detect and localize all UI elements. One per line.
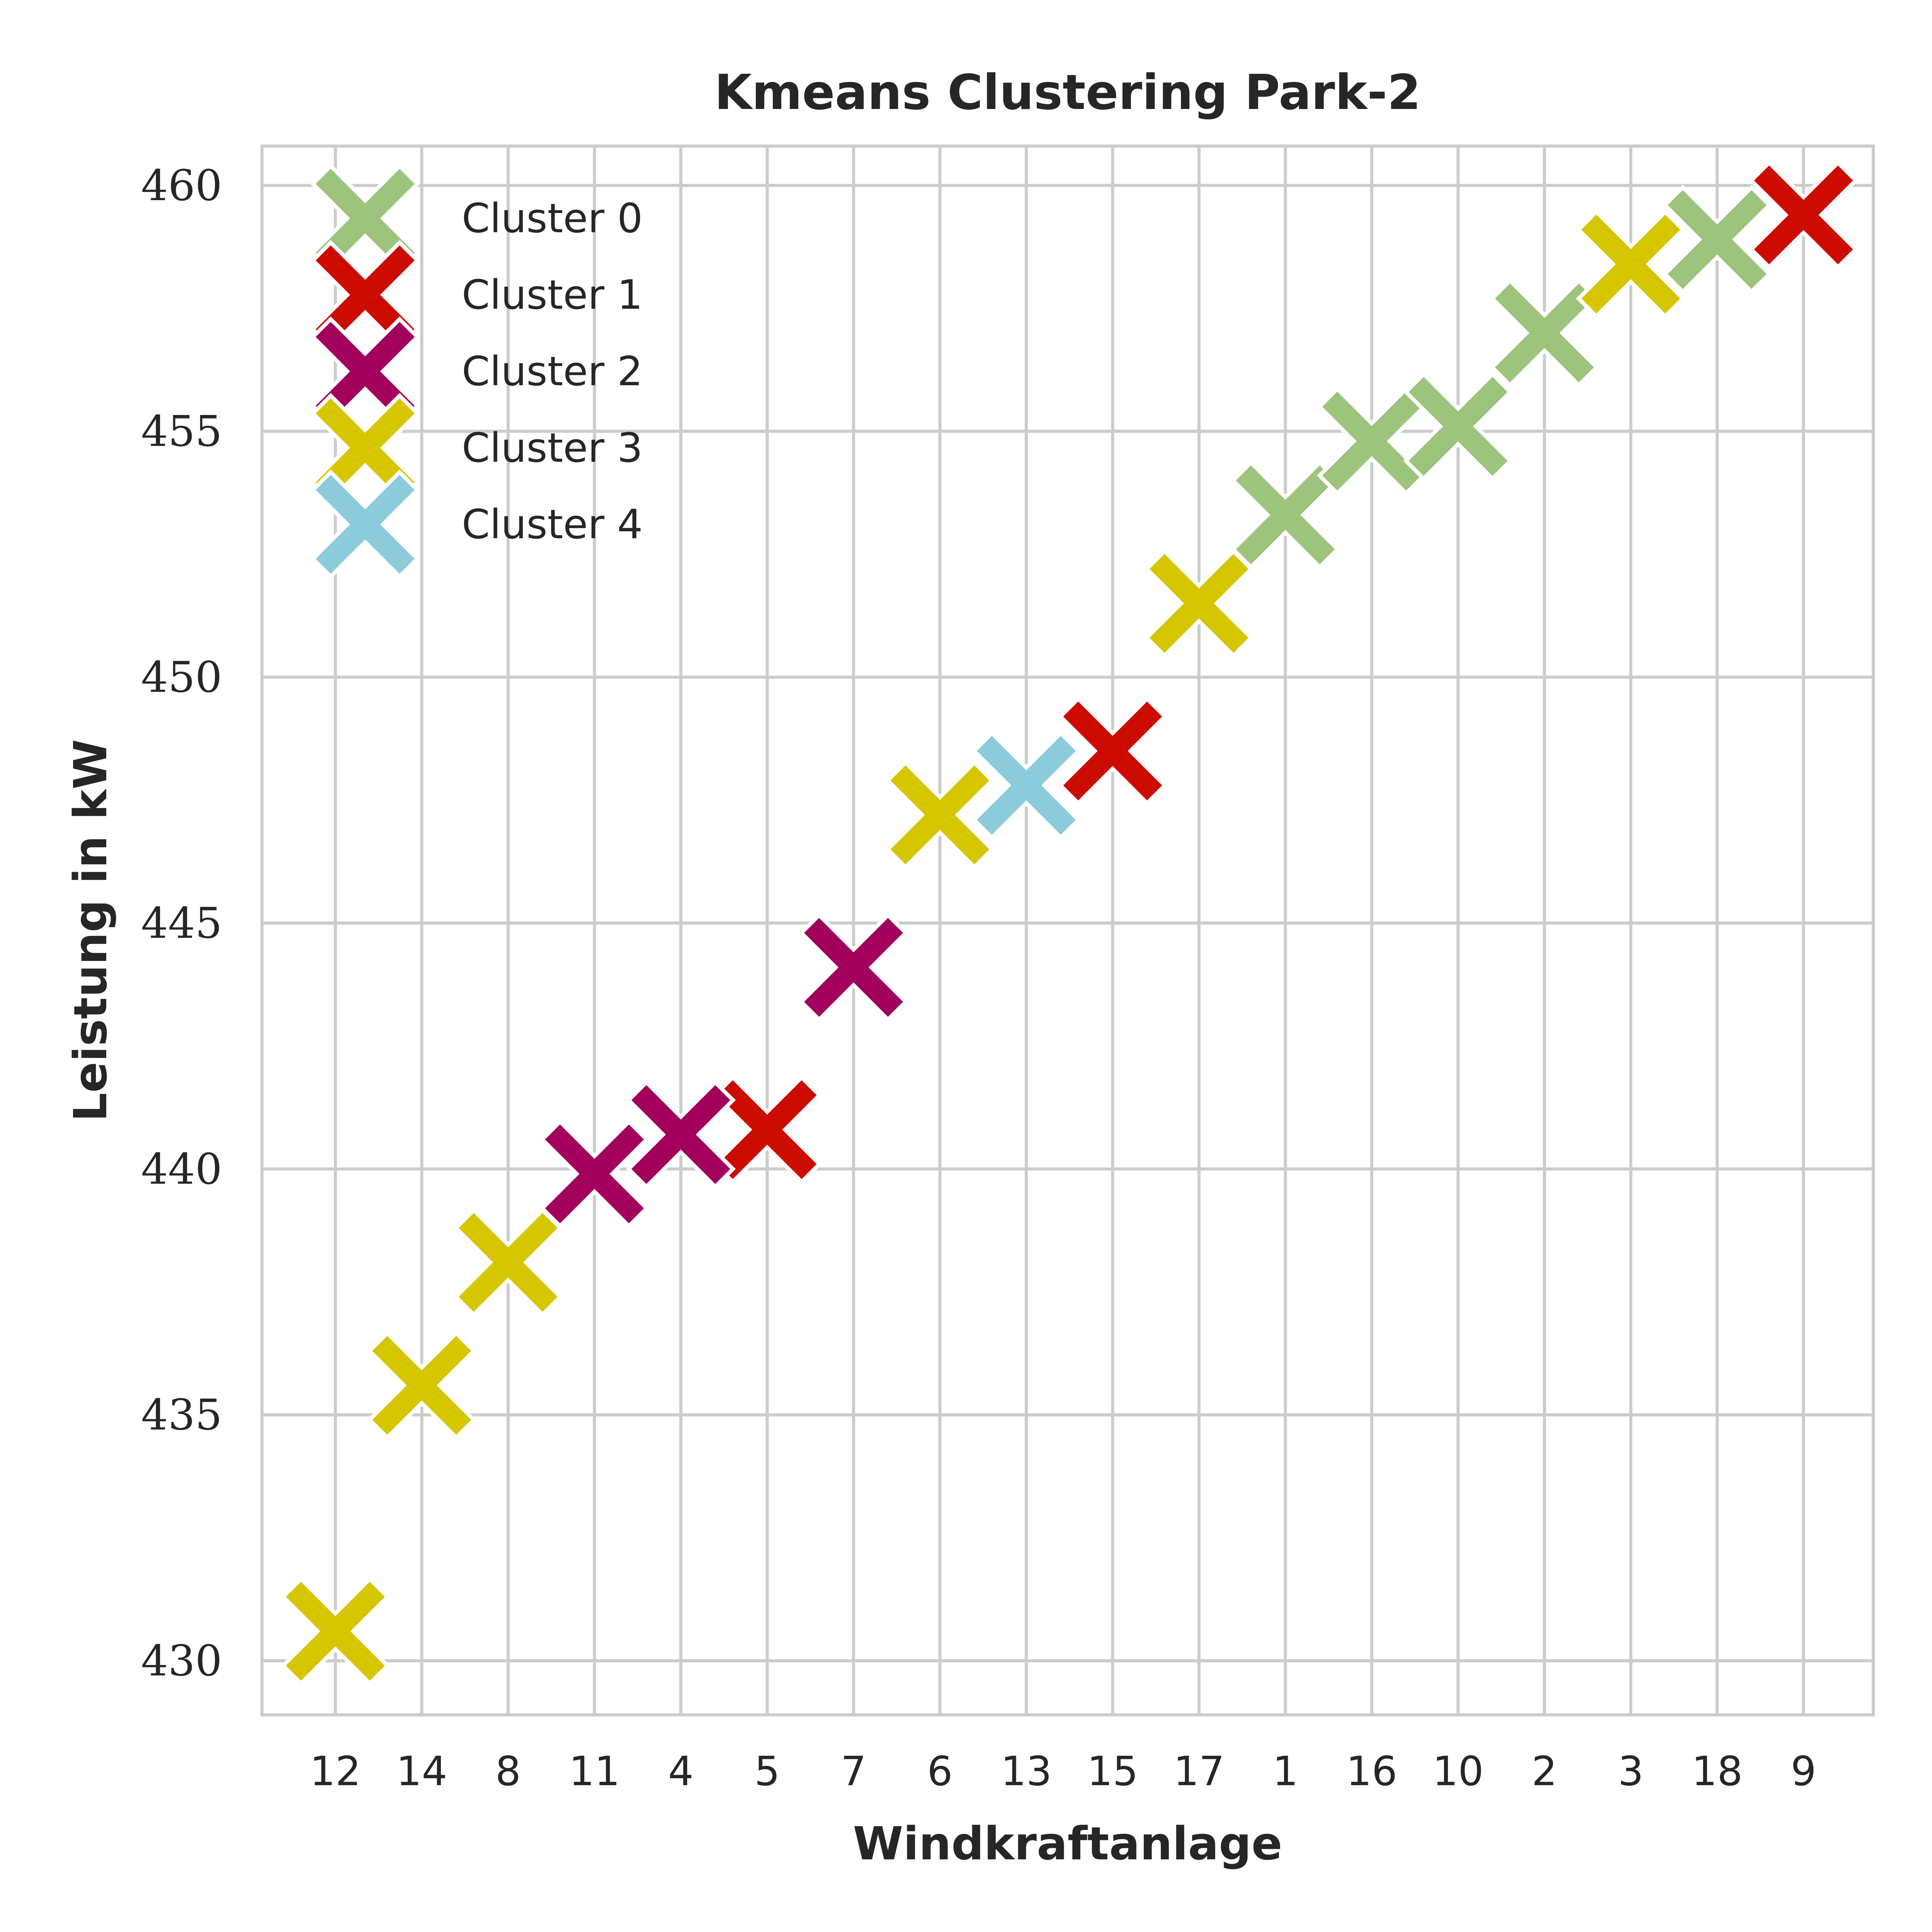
y-tick-labels: 430 435 440 445 450 455 460	[141, 161, 222, 1685]
x-tick-label: 15	[1087, 1748, 1138, 1795]
legend-label: Cluster 1	[462, 271, 643, 318]
data-point	[1489, 278, 1600, 388]
data-point	[626, 1080, 736, 1190]
y-tick-label: 445	[141, 898, 222, 948]
x-tick-labels: 12 14 8 11 4 5 7 6 13 15 17 1 16 10 2 3 18 9	[310, 1748, 1816, 1795]
x-tick-label: 2	[1532, 1748, 1557, 1795]
legend-marker	[310, 469, 420, 580]
y-tick-label: 455	[141, 406, 222, 456]
data-point	[1403, 371, 1513, 481]
data-point	[1662, 184, 1772, 294]
x-tick-label: 4	[668, 1748, 694, 1795]
legend-label: Cluster 3	[462, 424, 643, 471]
y-axis-label: Leistung in kW	[64, 739, 117, 1122]
legend-item: Cluster 4	[310, 469, 643, 580]
x-tick-label: 6	[927, 1748, 952, 1795]
legend-marker	[310, 393, 420, 503]
plot-frame	[260, 145, 1875, 1716]
data-point	[885, 760, 995, 870]
data-point	[453, 1208, 563, 1318]
data-point	[971, 730, 1082, 840]
x-tick-label: 18	[1692, 1748, 1743, 1795]
x-tick-label: 16	[1346, 1748, 1397, 1795]
x-tick-label: 13	[1001, 1748, 1052, 1795]
legend-label: Cluster 4	[462, 501, 643, 548]
chart-title: Kmeans Clustering Park-2	[714, 65, 1421, 121]
y-tick-label: 430	[141, 1636, 222, 1685]
legend-marker	[310, 316, 420, 427]
data-point	[1576, 209, 1686, 319]
data-point	[1144, 548, 1254, 658]
x-tick-label: 1	[1272, 1748, 1298, 1795]
data-point	[798, 912, 909, 1022]
data-points	[280, 160, 1859, 1686]
x-tick-label: 3	[1618, 1748, 1643, 1795]
legend-item: Cluster 1	[310, 240, 643, 350]
x-tick-label: 5	[754, 1748, 780, 1795]
legend-item: Cluster 0	[310, 163, 643, 274]
data-point	[280, 1576, 391, 1686]
data-point	[1748, 160, 1859, 270]
x-tick-label: 17	[1173, 1748, 1225, 1795]
x-tick-label: 9	[1791, 1748, 1816, 1795]
y-tick-label: 450	[141, 653, 222, 702]
x-axis-label: Windkraftanlage	[853, 1817, 1282, 1870]
legend: Cluster 0 Cluster 1 Cluster 2 Cluster 3 Clus…	[310, 163, 643, 580]
x-tick-label: 12	[310, 1748, 361, 1795]
legend-marker	[310, 240, 420, 350]
legend-item: Cluster 3	[310, 393, 643, 503]
x-tick-label: 11	[569, 1748, 620, 1795]
legend-item: Cluster 2	[310, 316, 643, 427]
x-tick-label: 7	[841, 1748, 866, 1795]
grid-lines	[262, 146, 1873, 1715]
legend-marker	[310, 163, 420, 274]
y-tick-label: 460	[141, 161, 222, 210]
legend-label: Cluster 0	[462, 195, 643, 242]
data-point	[367, 1330, 477, 1440]
x-tick-label: 10	[1432, 1748, 1483, 1795]
x-tick-label: 8	[495, 1748, 521, 1795]
x-tick-label: 14	[396, 1748, 447, 1795]
y-tick-label: 440	[141, 1144, 222, 1194]
y-tick-label: 435	[141, 1390, 222, 1440]
legend-label: Cluster 2	[462, 348, 643, 395]
data-point	[1058, 696, 1168, 806]
